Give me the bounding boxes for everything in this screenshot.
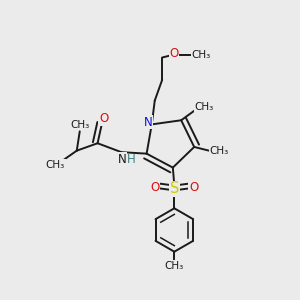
Text: O: O [169,46,179,60]
Text: CH₃: CH₃ [46,160,65,170]
Text: H: H [127,153,135,166]
Text: CH₃: CH₃ [209,146,229,156]
Text: O: O [99,112,108,125]
Text: N: N [143,116,152,128]
Text: CH₃: CH₃ [70,120,89,130]
Text: N: N [118,153,127,166]
Text: S: S [169,182,179,196]
Text: CH₃: CH₃ [165,261,184,271]
Text: CH₃: CH₃ [194,102,214,112]
Text: O: O [150,181,160,194]
Text: CH₃: CH₃ [191,50,210,59]
Text: O: O [189,181,198,194]
